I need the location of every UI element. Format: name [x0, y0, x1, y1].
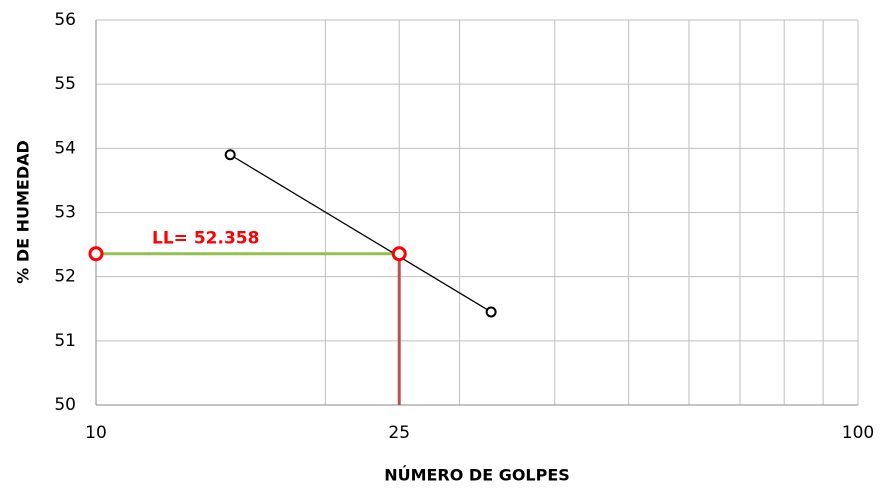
y-tick-label: 51 [54, 331, 76, 351]
y-tick-label: 56 [54, 10, 76, 30]
y-tick-label: 50 [54, 395, 76, 415]
y-tick-label: 55 [54, 74, 76, 94]
ll-point [391, 246, 407, 262]
y-tick-label: 54 [54, 138, 76, 158]
ll-start-point [88, 246, 104, 262]
y-axis-title: % DE HUMEDAD [14, 140, 33, 284]
x-axis-title: NÚMERO DE GOLPES [384, 466, 570, 485]
y-tick-label: 53 [54, 203, 76, 223]
y-tick-label: 52 [54, 267, 76, 287]
ll-annotation: LL= 52.358 [152, 229, 259, 249]
series-line [229, 154, 492, 313]
x-tick-label: 25 [388, 423, 410, 443]
x-tick-label: 100 [842, 423, 874, 443]
x-tick-label: 10 [85, 423, 107, 443]
data-point [485, 306, 497, 318]
data-point [224, 149, 236, 161]
